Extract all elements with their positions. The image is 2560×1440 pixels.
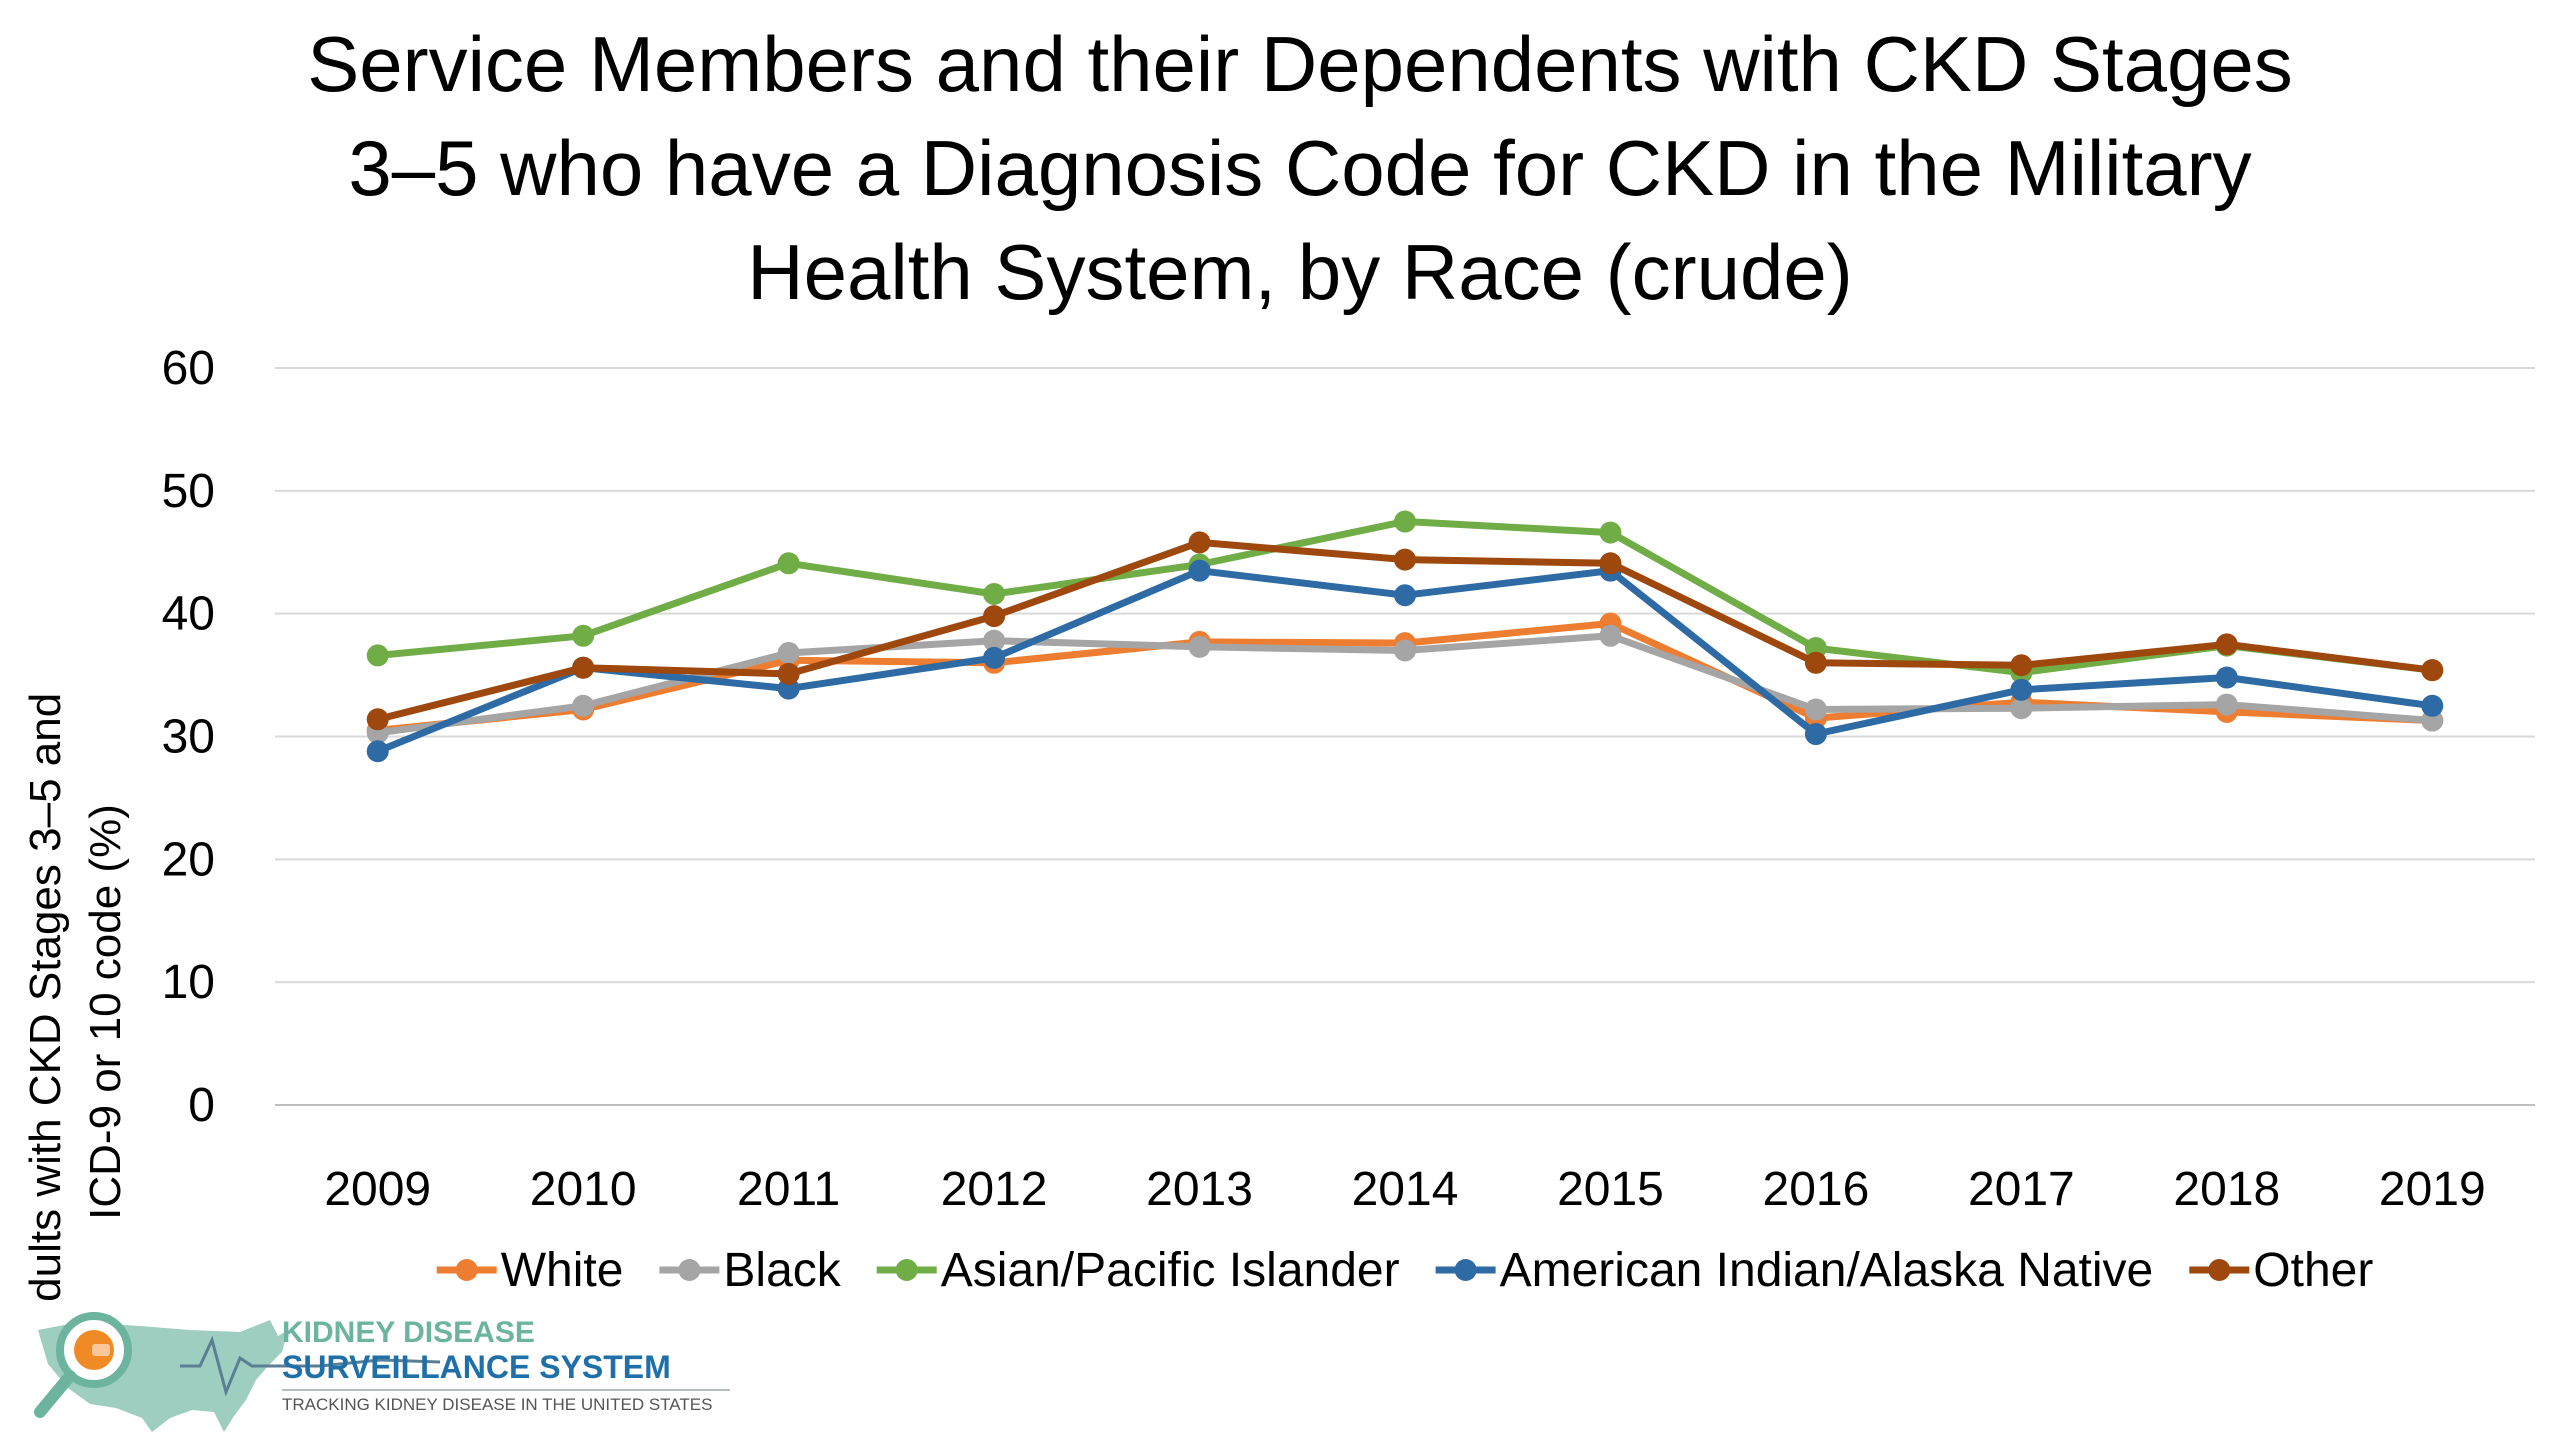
chart-title-line: 3–5 who have a Diagnosis Code for CKD in… [348, 124, 2252, 212]
gridlines [275, 367, 2535, 1106]
x-tick-label: 2015 [1557, 1163, 1664, 1216]
data-point [1599, 624, 1622, 647]
data-point [366, 708, 389, 731]
data-point [2215, 666, 2238, 689]
pulse-line-icon [180, 1335, 441, 1397]
y-axis-title-line: ICD-9 or 10 code (%) [81, 804, 130, 1220]
y-tick-label: 60 [162, 342, 215, 395]
y-tick-label: 30 [162, 711, 215, 764]
y-tick-label: 0 [188, 1079, 215, 1132]
logo-line-2: SURVEILLANCE SYSTEM [282, 1349, 671, 1385]
x-axis-ticks: 2009 2010 2011 2012 2013 2014 2015 2016 2017 2018… [324, 1163, 2485, 1216]
legend-item: Black [659, 1244, 842, 1297]
legend-marker [455, 1259, 478, 1281]
data-point [983, 629, 1006, 652]
data-point [1394, 510, 1416, 533]
kidney-icon-highlight [92, 1344, 110, 1356]
data-point [777, 552, 800, 575]
data-point [983, 583, 1006, 606]
legend-item: White [436, 1244, 624, 1297]
data-point [2010, 678, 2033, 701]
legend-marker [1454, 1259, 1477, 1281]
line-chart: Adults with CKD Stages 3–5 and ICD-9 or … [21, 342, 2535, 1300]
y-tick-label: 20 [162, 833, 215, 886]
x-tick-label: 2011 [737, 1163, 840, 1216]
y-tick-label: 40 [162, 588, 215, 641]
data-point [1599, 521, 1622, 544]
chart-title-line: Health System, by Race (crude) [747, 228, 1853, 316]
data-point [777, 641, 800, 664]
logo-line-1: KIDNEY DISEASE [282, 1316, 535, 1349]
legend-item: American Indian/Alaska Native [1435, 1244, 2154, 1297]
data-point [1394, 584, 1416, 607]
y-tick-label: 10 [162, 956, 215, 1009]
data-point [1804, 651, 1827, 674]
legend-label: Black [723, 1244, 841, 1297]
data-point [983, 605, 1006, 628]
data-point [2010, 654, 2033, 677]
x-tick-label: 2014 [1352, 1163, 1459, 1216]
data-point [366, 740, 389, 763]
data-point [572, 656, 595, 679]
magnifier-handle [34, 1370, 76, 1418]
logo-tagline: TRACKING KIDNEY DISEASE IN THE UNITED ST… [282, 1395, 712, 1414]
data-point [1394, 639, 1416, 662]
data-point [777, 662, 800, 685]
y-axis-title: Adults with CKD Stages 3–5 and ICD-9 or … [21, 693, 130, 1300]
data-point [1804, 698, 1827, 721]
data-point [2421, 694, 2444, 717]
x-tick-label: 2018 [2173, 1163, 2280, 1216]
x-tick-label: 2013 [1146, 1163, 1253, 1216]
legend-label: American Indian/Alaska Native [1500, 1244, 2154, 1297]
data-point [1188, 635, 1211, 658]
data-point [983, 646, 1006, 669]
y-tick-label: 50 [162, 465, 215, 518]
legend: White Black Asian/Pacific Islander American… [436, 1244, 2373, 1297]
data-point [1394, 548, 1416, 571]
chart-title-line: Service Members and their Dependents wit… [307, 20, 2293, 108]
legend-marker [2208, 1259, 2231, 1281]
x-tick-label: 2009 [324, 1163, 431, 1216]
data-point [366, 644, 389, 667]
data-point [2421, 659, 2444, 682]
y-axis-title-line: Adults with CKD Stages 3–5 and [21, 693, 70, 1300]
kdss-logo: KIDNEY DISEASE SURVEILLANCE SYSTEM TRACK… [34, 1312, 730, 1432]
x-tick-label: 2019 [2379, 1163, 2486, 1216]
x-tick-label: 2016 [1763, 1163, 1870, 1216]
legend-label: Asian/Pacific Islander [941, 1244, 1400, 1297]
series [366, 531, 2444, 731]
legend-marker [895, 1259, 918, 1281]
legend-item: Other [2189, 1244, 2373, 1297]
x-tick-label: 2012 [941, 1163, 1048, 1216]
legend-label: Other [2253, 1244, 2373, 1297]
x-tick-label: 2010 [530, 1163, 637, 1216]
data-point [2010, 697, 2033, 720]
legend-marker [678, 1259, 701, 1281]
data-point [1599, 552, 1622, 575]
series-layer [366, 510, 2444, 763]
chart-title: Service Members and their Dependents wit… [120, 12, 2480, 324]
x-tick-label: 2017 [1968, 1163, 2075, 1216]
data-point [2215, 693, 2238, 716]
data-point [1804, 723, 1827, 746]
data-point [1188, 559, 1211, 582]
legend-item: Asian/Pacific Islander [876, 1244, 1400, 1297]
data-point [572, 624, 595, 647]
data-point [2215, 633, 2238, 656]
data-point [1188, 531, 1211, 554]
y-axis-ticks: 0 10 20 30 40 50 60 [162, 342, 215, 1132]
legend-label: White [501, 1244, 624, 1297]
data-point [572, 694, 595, 717]
